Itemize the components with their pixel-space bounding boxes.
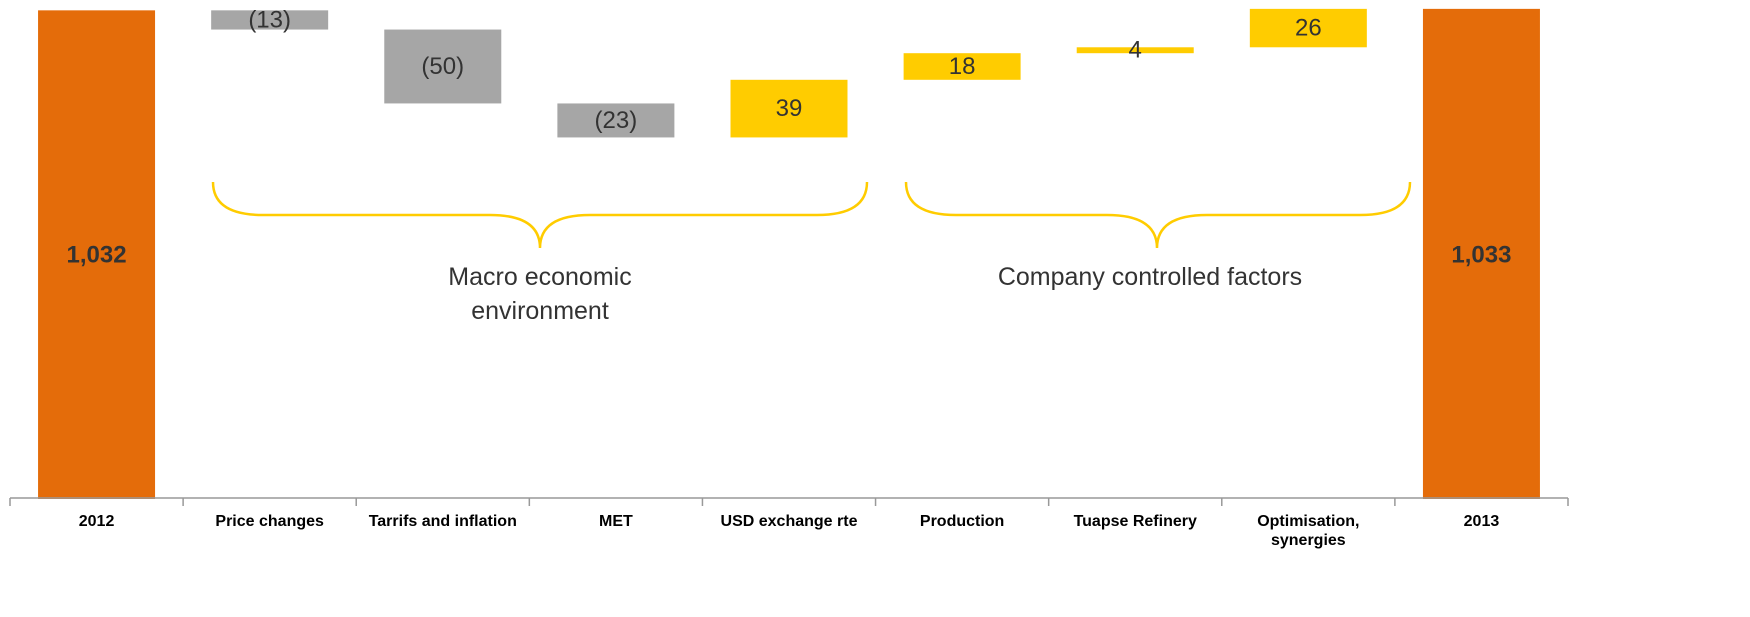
bar: [1076, 47, 1194, 54]
bar: [384, 29, 502, 104]
value-label: 18: [949, 53, 976, 80]
x-tick-label: Price changes: [215, 513, 324, 530]
bar: [557, 103, 675, 138]
bar: [211, 10, 329, 30]
value-label: (13): [248, 6, 291, 33]
value-label: (23): [595, 107, 638, 134]
bar: [730, 79, 848, 138]
value-label: 4: [1129, 37, 1142, 64]
value-label: 39: [776, 95, 803, 122]
value-label: 1,033: [1451, 241, 1511, 268]
value-label: 1,032: [67, 241, 127, 268]
bars: [38, 8, 1540, 500]
annotation: Macro economic environment: [448, 263, 632, 325]
x-tick-label: 2013: [1463, 513, 1500, 530]
x-tick-label: Tuapse Refinery: [1073, 513, 1197, 530]
bar: [38, 10, 156, 500]
x-tick-label: 2012: [78, 513, 115, 530]
brace: [211, 181, 869, 249]
annotation: Company controlled factors: [997, 263, 1303, 291]
x-tick-label: Optimisation, synergies: [1257, 513, 1360, 549]
value-label: 26: [1295, 14, 1322, 41]
value-label: (50): [421, 53, 464, 80]
x-tick-label: MET: [598, 513, 633, 530]
bar: [1249, 8, 1367, 48]
brace: [904, 181, 1412, 249]
bar: [1422, 8, 1540, 500]
x-tick-label: USD exchange rte: [720, 513, 858, 530]
x-tick-label: Production: [919, 513, 1005, 530]
bar: [903, 53, 1021, 80]
x-tick-label: Tarrifs and inflation: [368, 513, 517, 530]
